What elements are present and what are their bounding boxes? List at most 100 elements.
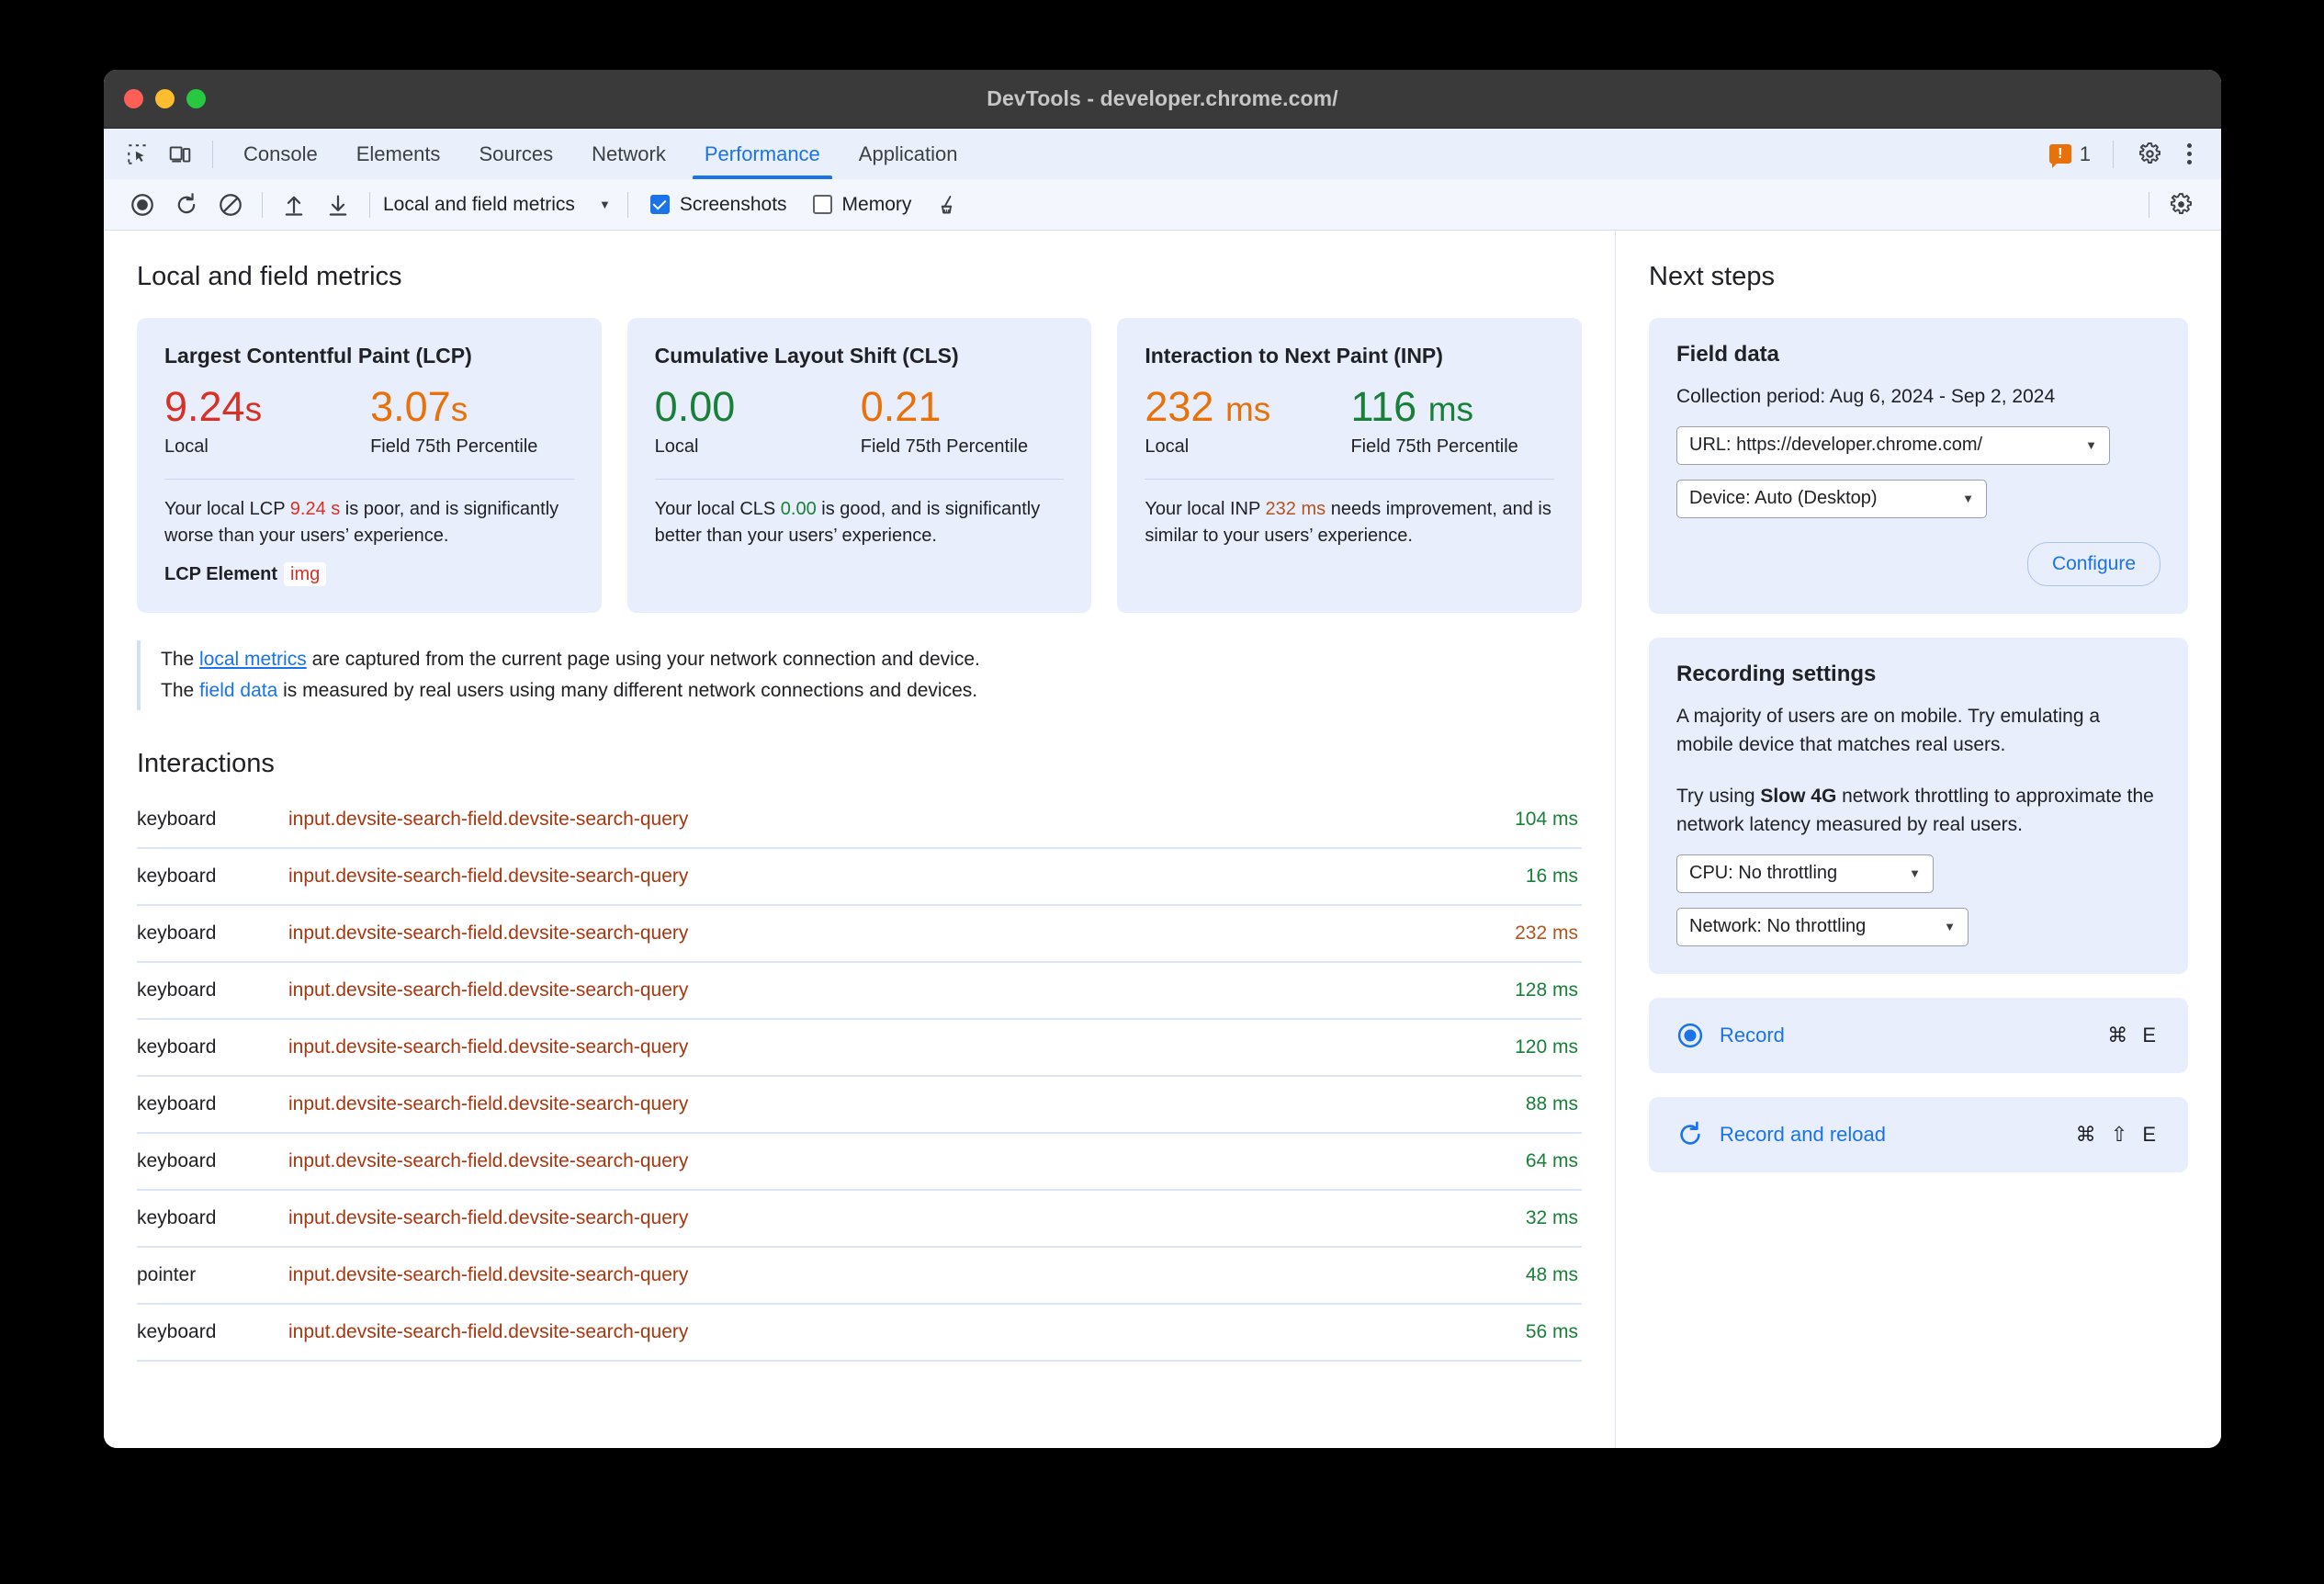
field-data-actions: Configure <box>1676 541 2160 586</box>
table-row[interactable]: keyboard input.devsite-search-field.devs… <box>137 1191 1582 1248</box>
metric-field: 116 ms Field 75th Percentile <box>1350 383 1554 458</box>
load-profile-icon[interactable] <box>272 185 316 225</box>
metric-field-value: 116 ms <box>1350 383 1474 430</box>
record-and-reload-action[interactable]: Record and reload ⌘ ⇧ E <box>1649 1096 2188 1172</box>
interaction-selector[interactable]: input.devsite-search-field.devsite-searc… <box>288 1320 689 1342</box>
field-data-link[interactable]: field data <box>199 679 278 701</box>
view-mode-select[interactable]: Local and field metrics ▼ <box>379 194 618 216</box>
window-traffic-lights <box>104 89 206 108</box>
next-steps-sidebar: Next steps Field data Collection period:… <box>1615 231 2221 1448</box>
view-mode-value: Local and field metrics <box>383 193 575 215</box>
interaction-duration: 88 ms <box>1525 1092 1578 1114</box>
card-divider <box>1145 478 1555 480</box>
interaction-type: keyboard <box>137 1206 217 1228</box>
metric-note: Your local INP 232 ms needs improvement,… <box>1145 498 1551 546</box>
record-and-reload-button[interactable] <box>164 185 209 225</box>
more-options-icon[interactable] <box>2174 136 2205 172</box>
metric-field-value: 0.21 <box>860 383 942 430</box>
local-metrics-link[interactable]: local metrics <box>199 648 307 670</box>
clear-recording-button[interactable] <box>209 185 253 225</box>
collect-garbage-icon[interactable] <box>924 185 968 225</box>
table-row[interactable]: keyboard input.devsite-search-field.devs… <box>137 849 1582 906</box>
memory-checkbox[interactable]: Memory <box>800 194 925 216</box>
metric-note: Your local CLS 0.00 is good, and is sign… <box>654 498 1041 546</box>
cpu-throttling-select[interactable]: CPU: No throttling ▼ <box>1676 854 1934 893</box>
record-action[interactable]: Record ⌘ E <box>1649 997 2188 1073</box>
device-toolbar-icon[interactable] <box>159 136 201 173</box>
interaction-selector[interactable]: input.devsite-search-field.devsite-searc… <box>288 1035 689 1058</box>
toolbar-divider-3 <box>626 191 628 218</box>
metric-card-title: Largest Contentful Paint (LCP) <box>164 344 472 368</box>
interaction-duration: 104 ms <box>1515 808 1578 830</box>
close-window-button[interactable] <box>124 89 143 108</box>
record-shortcut: ⌘ E <box>2107 1023 2160 1047</box>
tabbar-divider <box>212 140 213 168</box>
interaction-selector[interactable]: input.devsite-search-field.devsite-searc… <box>288 1263 689 1285</box>
metric-card-inp: Interaction to Next Paint (INP) 232 ms L… <box>1117 318 1583 613</box>
table-row[interactable]: keyboard input.devsite-search-field.devs… <box>137 906 1582 963</box>
network-throttling-select[interactable]: Network: No throttling ▼ <box>1676 907 1969 946</box>
interaction-type: keyboard <box>137 865 217 887</box>
interaction-type: keyboard <box>137 979 217 1001</box>
cpu-throttling-value: CPU: No throttling <box>1689 863 1838 883</box>
metric-note: Your local LCP 9.24 s is poor, and is si… <box>164 498 559 546</box>
interaction-selector[interactable]: input.devsite-search-field.devsite-searc… <box>288 922 689 944</box>
network-throttling-value: Network: No throttling <box>1689 916 1867 936</box>
panel-tabs: Console Elements Sources Network Perform… <box>224 129 976 179</box>
url-select[interactable]: URL: https://developer.chrome.com/ ▼ <box>1676 425 2110 465</box>
configure-button[interactable]: Configure <box>2026 541 2160 586</box>
interaction-selector[interactable]: input.devsite-search-field.devsite-searc… <box>288 1206 689 1228</box>
window-title: DevTools - developer.chrome.com/ <box>987 86 1338 110</box>
interaction-type: keyboard <box>137 1320 217 1342</box>
metric-local-value: 232 ms <box>1145 383 1271 430</box>
table-row[interactable]: keyboard input.devsite-search-field.devs… <box>137 1020 1582 1077</box>
metric-values: 232 ms Local 116 ms Field 75th Percentil… <box>1145 383 1554 458</box>
record-button[interactable] <box>120 185 164 225</box>
interaction-selector[interactable]: input.devsite-search-field.devsite-searc… <box>288 979 689 1001</box>
url-select-value: URL: https://developer.chrome.com/ <box>1689 435 1983 455</box>
table-row[interactable]: keyboard input.devsite-search-field.devs… <box>137 792 1582 849</box>
tab-console[interactable]: Console <box>243 141 318 165</box>
tab-application[interactable]: Application <box>858 141 958 165</box>
screenshots-checkbox[interactable]: Screenshots <box>637 194 800 216</box>
table-row[interactable]: keyboard input.devsite-search-field.devs… <box>137 963 1582 1020</box>
tab-elements[interactable]: Elements <box>355 141 441 165</box>
lcp-element-chip[interactable]: img <box>284 561 327 586</box>
interaction-selector[interactable]: input.devsite-search-field.devsite-searc… <box>288 808 689 830</box>
local-and-field-metrics-panel: Local and field metrics Largest Contentf… <box>104 231 1615 1448</box>
interaction-selector[interactable]: input.devsite-search-field.devsite-searc… <box>288 1092 689 1114</box>
metric-local: 232 ms Local <box>1145 383 1325 458</box>
metric-note-value: 0.00 <box>780 498 817 519</box>
screenshots-label: Screenshots <box>679 193 787 215</box>
capture-settings-gear-icon[interactable] <box>2159 185 2203 225</box>
warning-count: 1 <box>2079 141 2091 165</box>
toolbar-divider-2 <box>369 191 370 218</box>
minimize-window-button[interactable] <box>155 89 175 108</box>
tab-sources[interactable]: Sources <box>479 141 554 165</box>
interaction-selector[interactable]: input.devsite-search-field.devsite-searc… <box>288 1149 689 1171</box>
table-row[interactable]: pointer input.devsite-search-field.devsi… <box>137 1248 1582 1305</box>
interaction-selector[interactable]: input.devsite-search-field.devsite-searc… <box>288 865 689 887</box>
device-select[interactable]: Device: Auto (Desktop) ▼ <box>1676 479 1987 518</box>
table-row[interactable]: keyboard input.devsite-search-field.devs… <box>137 1134 1582 1191</box>
inspect-element-icon[interactable] <box>117 136 159 173</box>
metric-cards: Largest Contentful Paint (LCP) 9.24s Loc… <box>137 318 1583 613</box>
chevron-down-icon: ▼ <box>2085 438 2097 452</box>
metric-local: 9.24s Local <box>164 384 344 458</box>
save-profile-icon[interactable] <box>316 185 360 225</box>
metric-field-label: Field 75th Percentile <box>1350 436 1518 457</box>
metric-card-title: Interaction to Next Paint (INP) <box>1145 344 1443 368</box>
maximize-window-button[interactable] <box>186 89 206 108</box>
table-row[interactable]: keyboard input.devsite-search-field.devs… <box>137 1305 1582 1362</box>
warning-badge[interactable]: ! 1 <box>2042 141 2098 168</box>
metric-local-value: 0.00 <box>654 383 736 430</box>
chevron-down-icon: ▼ <box>598 198 611 211</box>
memory-label: Memory <box>841 193 912 215</box>
interaction-duration: 232 ms <box>1515 922 1578 944</box>
tab-performance[interactable]: Performance <box>685 129 840 179</box>
recording-settings-title: Recording settings <box>1676 661 1877 686</box>
explanation-line-1: The local metrics are captured from the … <box>161 648 980 670</box>
table-row[interactable]: keyboard input.devsite-search-field.devs… <box>137 1077 1582 1134</box>
tab-network[interactable]: Network <box>592 141 666 165</box>
settings-gear-icon[interactable] <box>2128 136 2171 173</box>
